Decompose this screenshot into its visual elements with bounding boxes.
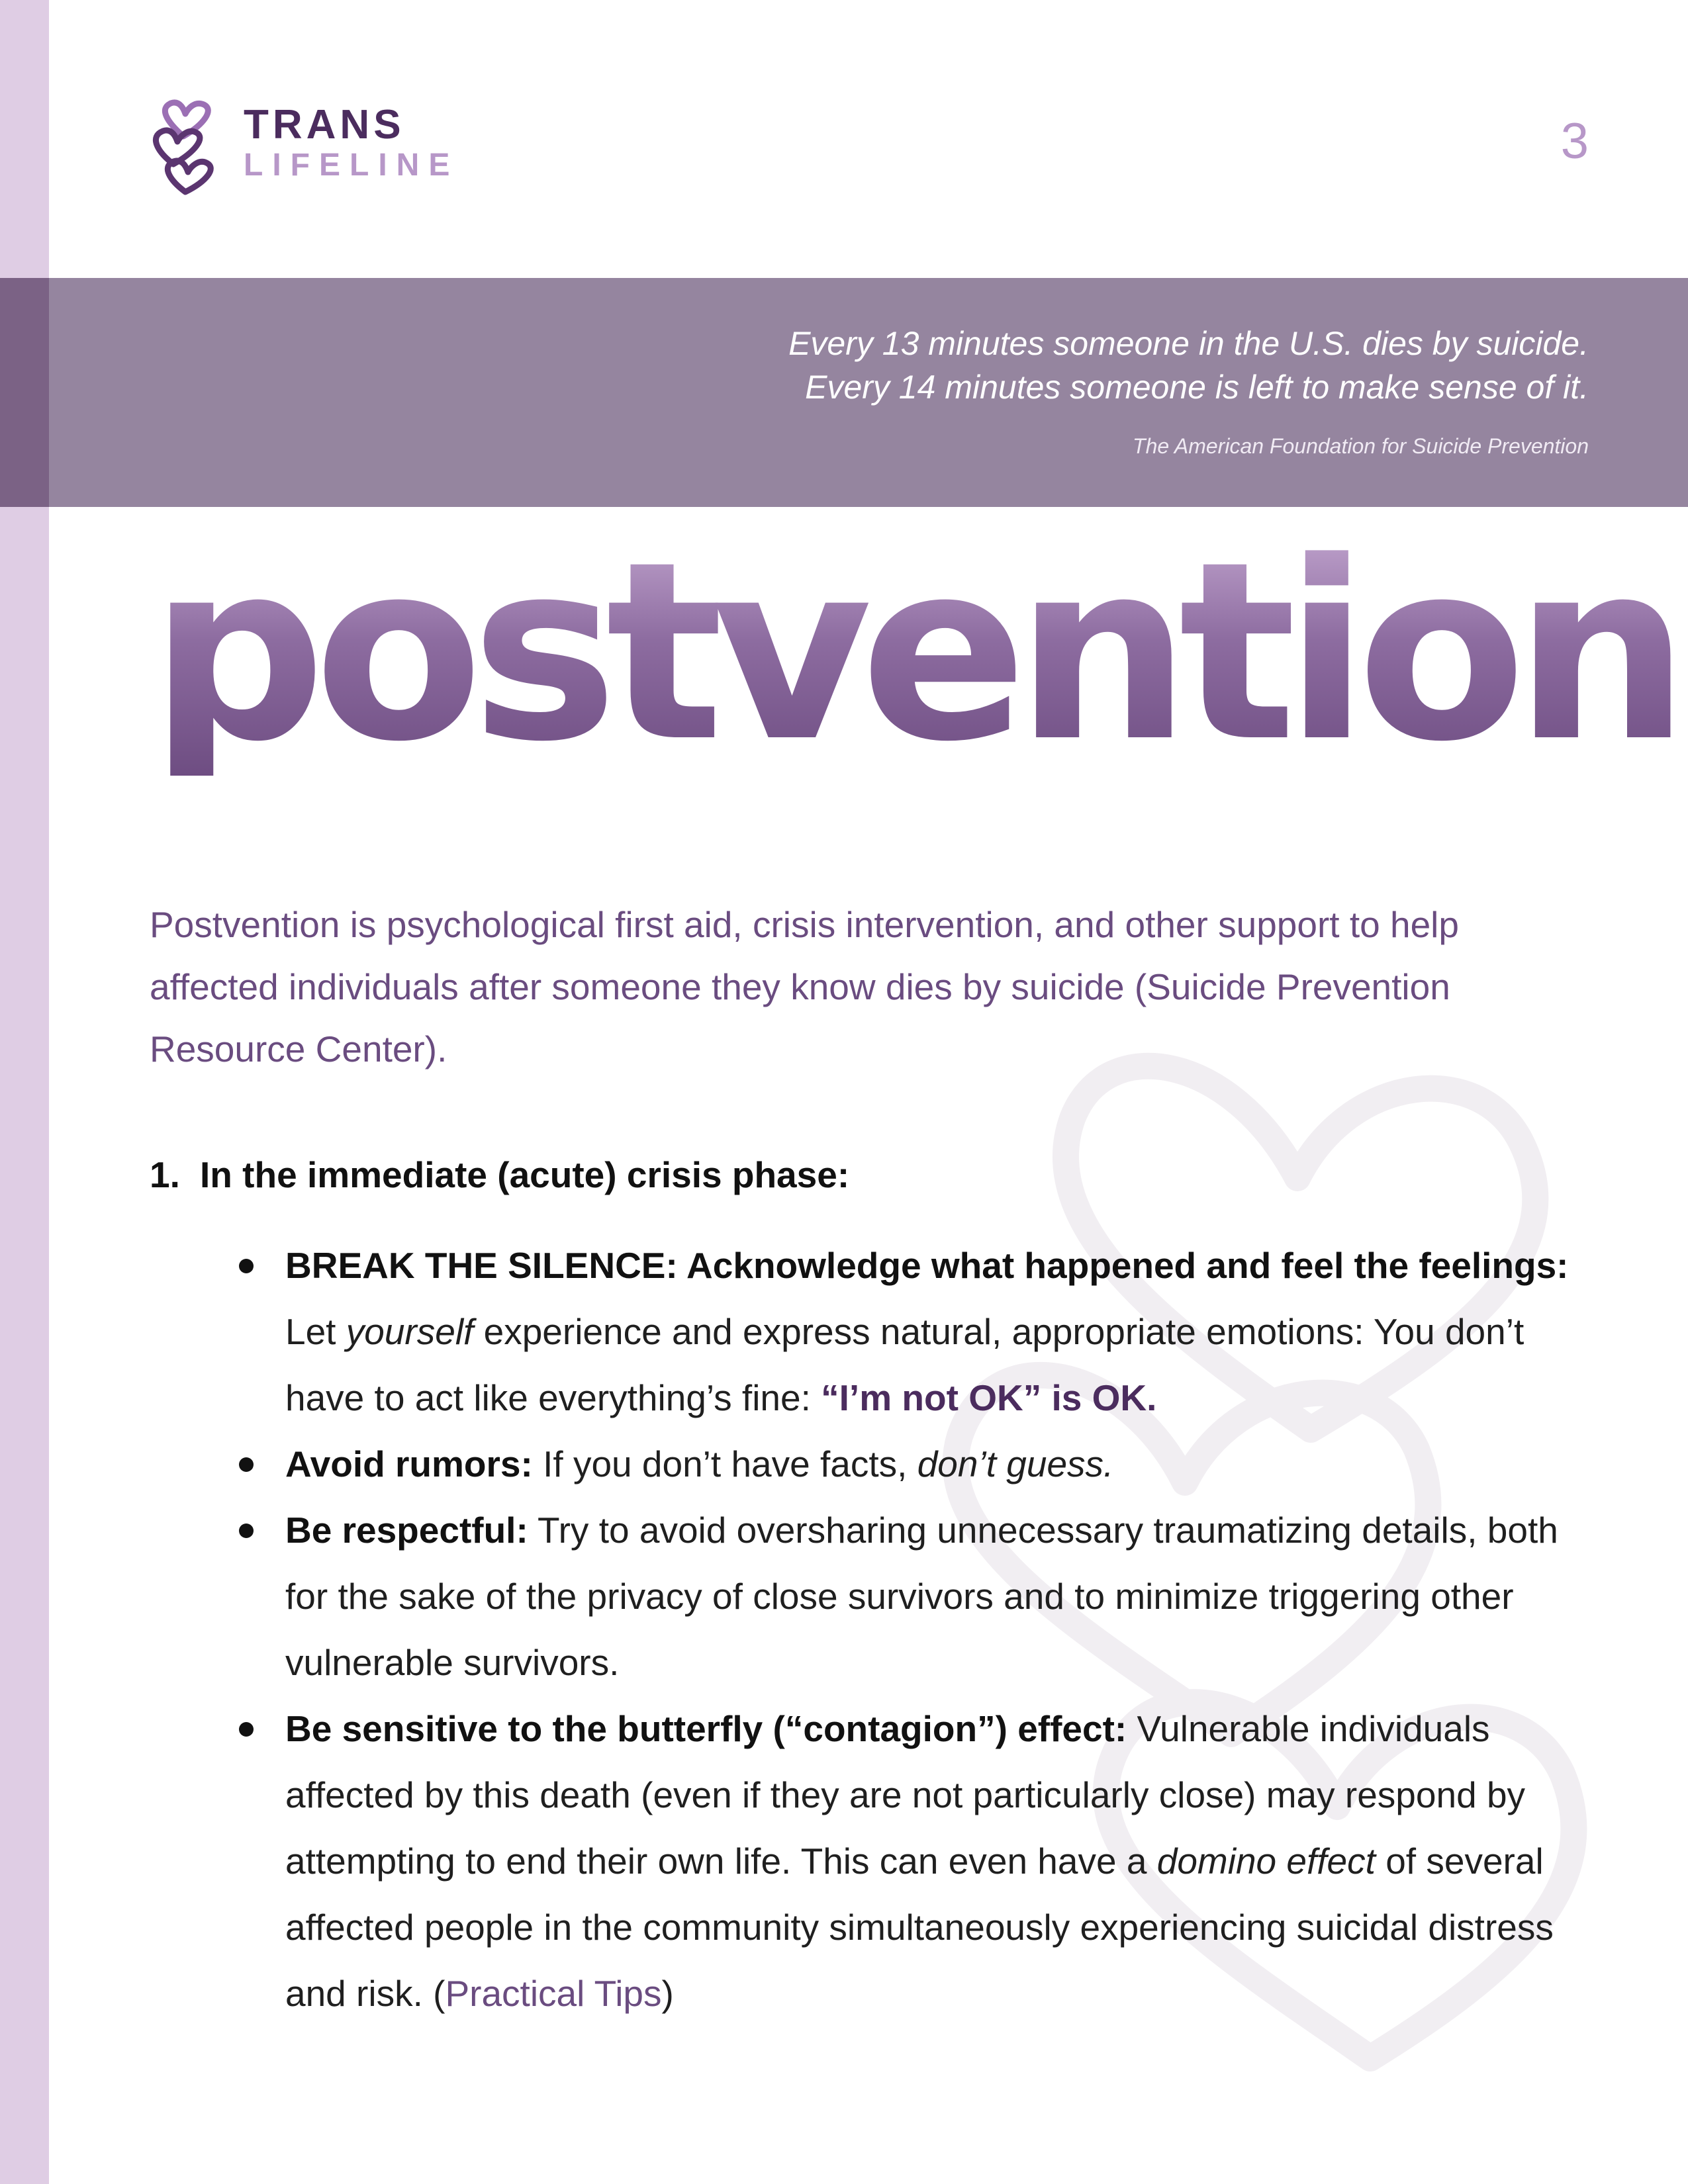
section-heading: 1. In the immediate (acute) crisis phase: [150,1148,849,1201]
bullet-bold-lead: Avoid rumors: [285,1443,533,1484]
list-item: Be respectful: Try to avoid oversharing … [239,1497,1583,1696]
bullet-italic: don’t guess. [917,1443,1114,1484]
bullet-text: ) [661,1973,674,2014]
practical-tips-link[interactable]: Practical Tips [445,1973,662,2014]
bullet-emphasis: “I’m not OK” is OK. [821,1377,1157,1418]
bullet-text: Vulnerable individuals affected by this … [285,1708,1526,1882]
list-item: Be sensitive to the butterfly (“contagio… [239,1696,1583,2026]
bullet-list: BREAK THE SILENCE: Acknowledge what happ… [239,1232,1583,2026]
trans-lifeline-logo[interactable]: TRANS LIFELINE [147,98,451,197]
banner-accent [0,278,49,507]
bullet-bold-lead: BREAK THE SILENCE: Acknowledge what happ… [285,1245,1569,1286]
logo-text-trans: TRANS [244,102,405,148]
bullet-text: Try to avoid oversharing unnecessary tra… [285,1510,1558,1683]
hearts-watermark-icon [942,1052,1587,2071]
intro-paragraph: Postvention is psychological first aid, … [150,904,1459,1069]
bullet-text: Let [285,1311,346,1352]
hearts-logo-icon [152,99,214,195]
quote-line-1: Every 13 minutes someone in the U.S. die… [788,325,1589,362]
bullet-text: experience and express natural, appropri… [285,1311,1524,1418]
list-item: BREAK THE SILENCE: Acknowledge what happ… [239,1232,1583,1431]
logo-text-lifeline: LIFELINE [244,148,459,183]
quote-source: The American Foundation for Suicide Prev… [1133,434,1589,458]
section-number: 1. [150,1154,180,1195]
page-title: postvention [150,509,1688,796]
quote-banner: Every 13 minutes someone in the U.S. die… [0,278,1688,507]
bullet-italic: domino effect [1156,1841,1376,1882]
section-heading-text: In the immediate (acute) crisis phase: [200,1154,850,1195]
quote-line-2: Every 14 minutes someone is left to make… [805,369,1589,406]
list-item: Avoid rumors: If you don’t have facts, d… [239,1431,1583,1497]
bullet-bold-lead: Be respectful: [285,1510,528,1551]
page-number: 3 [1560,113,1589,169]
bullet-bold-lead: Be sensitive to the butterfly (“contagio… [285,1708,1127,1749]
bullet-italic: yourself [346,1311,474,1352]
bullet-text: of several affected people in the commun… [285,1841,1554,2014]
banner-quote: Every 13 minutes someone in the U.S. die… [788,322,1589,409]
bullet-text: If you don’t have facts, [532,1443,917,1484]
